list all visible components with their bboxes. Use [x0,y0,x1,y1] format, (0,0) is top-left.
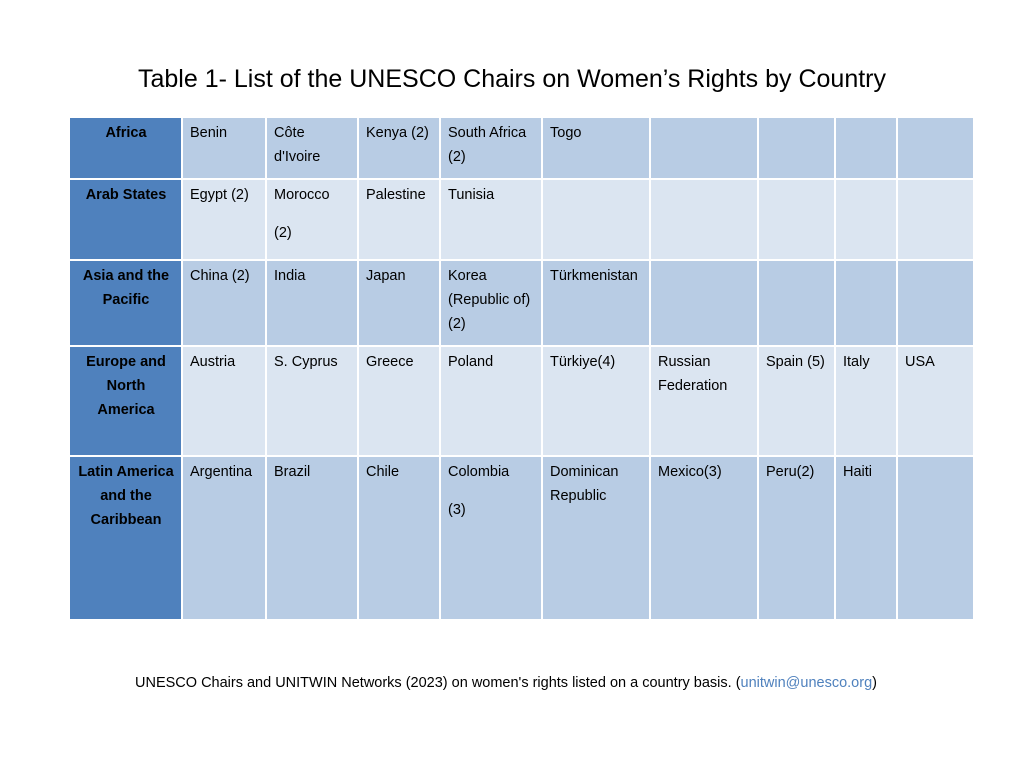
country-cell: Egypt (2) [181,178,267,261]
country-cell [757,116,836,180]
country-cell [541,178,651,261]
country-cell: Colombia (3) [439,455,543,621]
table-row: Africa Benin Côte d'Ivoire Kenya (2) Sou… [68,116,975,180]
country-cell: Poland [439,345,543,457]
country-cell: Austria [181,345,267,457]
country-cell: USA [896,345,975,457]
country-cell [649,178,759,261]
country-cell: Dominican Republic [541,455,651,621]
country-cell [834,116,898,180]
country-cell [834,259,898,347]
email-link[interactable]: unitwin@unesco.org [740,675,873,691]
footnote: UNESCO Chairs and UNITWIN Networks (2023… [135,672,877,694]
country-cell [757,178,836,261]
table-row: Arab States Egypt (2) Morocco (2) Palesti… [68,178,975,261]
country-cell [896,116,975,180]
country-cell [757,259,836,347]
country-cell: Türkiye(4) [541,345,651,457]
country-cell: South Africa (2) [439,116,543,180]
country-cell [649,116,759,180]
page-title: Table 1- List of the UNESCO Chairs on Wo… [138,65,886,93]
country-cell: Tunisia [439,178,543,261]
country-cell: Chile [357,455,441,621]
country-name: Morocco [274,187,330,203]
country-cell [834,178,898,261]
footnote-text: UNESCO Chairs and UNITWIN Networks (2023… [135,675,741,691]
country-count: (3) [448,502,466,518]
region-cell: Arab States [68,178,183,261]
country-cell: Italy [834,345,898,457]
country-cell [649,259,759,347]
table-row: Asia and the Pacific China (2) India Jap… [68,259,975,347]
country-cell: Japan [357,259,441,347]
country-cell [896,455,975,621]
country-cell: Côte d'Ivoire [265,116,359,180]
country-cell: Haiti [834,455,898,621]
country-count: (2) [274,225,292,241]
table-row: Latin America and the Caribbean Argentin… [68,455,975,621]
region-cell: Latin America and the Caribbean [68,455,183,621]
country-cell: China (2) [181,259,267,347]
country-cell: Brazil [265,455,359,621]
country-cell: Palestine [357,178,441,261]
country-name: Colombia [448,464,510,480]
country-cell: Spain (5) [757,345,836,457]
footnote-close: ) [872,675,877,691]
country-cell: Korea (Republic of) (2) [439,259,543,347]
country-cell: Argentina [181,455,267,621]
country-cell: Türkmenistan [541,259,651,347]
country-cell: Greece [357,345,441,457]
country-cell [896,178,975,261]
region-cell: Africa [68,116,183,180]
country-cell [896,259,975,347]
country-cell: Morocco (2) [265,178,359,261]
country-cell: Benin [181,116,267,180]
country-cell: Mexico(3) [649,455,759,621]
country-cell: Russian Federation [649,345,759,457]
country-cell: India [265,259,359,347]
chairs-table: Africa Benin Côte d'Ivoire Kenya (2) Sou… [68,116,975,621]
table-row: Europe and North America Austria S. Cypr… [68,345,975,457]
country-cell: Kenya (2) [357,116,441,180]
region-cell: Europe and North America [68,345,183,457]
country-cell: Togo [541,116,651,180]
country-cell: Peru(2) [757,455,836,621]
country-cell: S. Cyprus [265,345,359,457]
region-cell: Asia and the Pacific [68,259,183,347]
